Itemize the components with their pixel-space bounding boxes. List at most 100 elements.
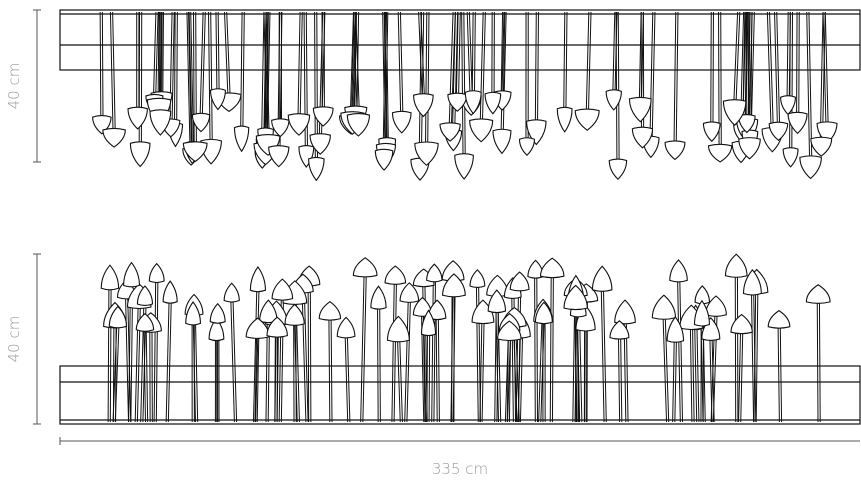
pendant-rod	[806, 11, 811, 163]
upright-shade	[767, 309, 791, 329]
upright-shade	[266, 316, 288, 338]
upright-shade	[370, 285, 387, 310]
upright-rod	[508, 334, 512, 423]
upright-rod	[309, 279, 312, 423]
upright-rod	[376, 302, 379, 423]
upright-shade	[136, 285, 154, 307]
upright-rod	[346, 331, 351, 423]
upright-rod	[435, 313, 438, 423]
pendant-rod	[454, 11, 459, 136]
bottom-height-label: 40 cm	[5, 316, 23, 363]
pendant-rod	[500, 11, 505, 137]
pendant-rod	[112, 11, 116, 135]
pendant-shade	[605, 89, 622, 111]
pendant-shade	[664, 140, 686, 161]
upright-rod	[143, 325, 146, 423]
pendant-rod	[673, 11, 677, 147]
pendant-rod	[397, 11, 402, 118]
pendant-rod	[788, 11, 791, 102]
pendant-rod	[534, 11, 537, 128]
pendant-rod	[461, 11, 464, 162]
upright-rod	[437, 313, 440, 423]
upright-rod	[360, 271, 365, 423]
pendant-shade	[780, 95, 796, 116]
upright-rod	[307, 279, 310, 423]
upright-rod	[255, 284, 260, 423]
upright-shade	[148, 262, 165, 284]
pendant-shade	[782, 147, 799, 168]
pendant-rod	[786, 11, 789, 102]
upright-rod	[700, 318, 704, 423]
upright-rod	[393, 278, 398, 423]
pendant-rod	[186, 11, 191, 153]
pendant-rod	[162, 11, 164, 99]
pendant-rod	[195, 11, 197, 148]
upright-shade	[442, 273, 466, 298]
upright-rod	[426, 328, 429, 423]
upright-shade	[609, 320, 630, 340]
upright-shade	[701, 317, 721, 341]
pendant-rod	[109, 11, 114, 135]
pendant-rod	[266, 11, 271, 145]
upright-shade	[399, 282, 420, 303]
pendant-rod	[190, 11, 195, 149]
pendant-rod	[649, 11, 654, 143]
pendant-shade	[268, 145, 290, 168]
upright-rod	[428, 328, 431, 423]
pendant-shade	[102, 127, 126, 148]
upright-rod	[107, 282, 110, 423]
pendant-rod	[173, 11, 176, 130]
upright-shade	[100, 264, 120, 291]
pendant-rod	[171, 11, 175, 125]
pendant-shade	[127, 106, 148, 130]
pendant-rod	[201, 11, 206, 120]
upright-shade	[185, 301, 201, 326]
pendant-rod	[824, 11, 829, 129]
upright-rod	[114, 321, 120, 423]
upright-rod	[230, 296, 235, 423]
upright-rod	[254, 332, 258, 423]
upright-shade	[614, 299, 636, 325]
pendant-rod	[821, 11, 826, 144]
upright-rod	[109, 282, 112, 423]
pendant-shade	[346, 113, 371, 137]
upright-rod	[816, 297, 819, 423]
pendant-rod	[215, 11, 218, 96]
upright-rod	[519, 331, 524, 423]
upright-rod	[399, 334, 403, 423]
upright-rod	[330, 314, 333, 423]
pendant-shade	[414, 141, 439, 166]
pendant-rod	[399, 11, 404, 118]
upright-rod	[433, 276, 437, 423]
upright-rod	[452, 289, 456, 423]
pendant-rod	[169, 11, 173, 125]
upright-rod	[391, 278, 395, 423]
pendant-shade	[628, 96, 652, 123]
upright-rod	[753, 287, 757, 423]
pendant-rod	[774, 11, 778, 128]
pendant-rod	[418, 11, 423, 165]
pendant-rod	[471, 11, 474, 98]
upright-rod	[303, 287, 309, 423]
upright-rod	[379, 302, 381, 423]
pendant-shade	[447, 92, 468, 112]
pendant-shade	[312, 106, 334, 127]
upright-rod	[549, 271, 552, 423]
upright-rod	[252, 284, 258, 423]
pendant-shade	[722, 99, 747, 126]
upright-rod	[517, 285, 522, 423]
pendant-shade	[149, 109, 172, 136]
pendant-rod	[351, 11, 357, 121]
upright-shade	[384, 265, 407, 285]
pendant-rod	[349, 11, 354, 121]
pendant-rod	[614, 11, 618, 96]
pendant-rod	[537, 11, 539, 128]
upright-rod	[497, 305, 502, 423]
upright-view	[59, 253, 861, 425]
pendant-shade	[518, 137, 535, 157]
upright-rod	[481, 316, 485, 423]
upright-rod	[572, 302, 576, 423]
upright-shade	[386, 315, 410, 343]
pendant-shade	[526, 119, 547, 146]
